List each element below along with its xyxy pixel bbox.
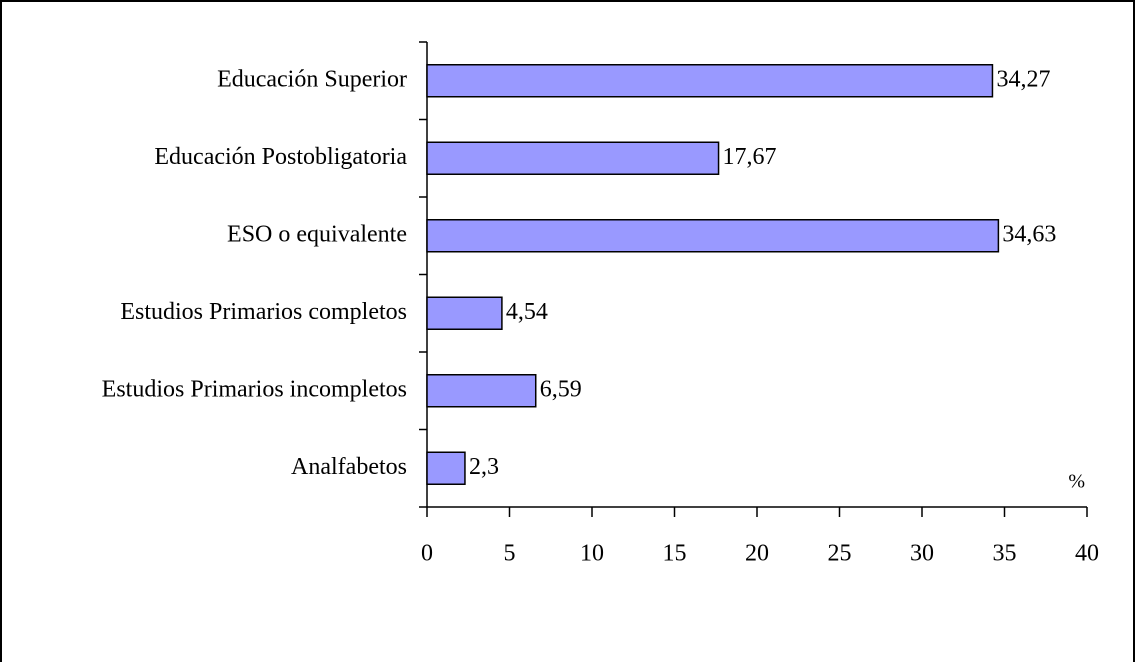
bar: [426, 374, 537, 408]
value-label: 34,63: [1002, 221, 1056, 247]
value-label: 34,27: [996, 66, 1050, 92]
bar: [426, 219, 1000, 253]
x-axis-unit: %: [1068, 471, 1085, 493]
y-tick-label: Analfabetos: [291, 454, 407, 480]
bar: [426, 141, 720, 175]
value-label: 2,3: [469, 454, 499, 480]
y-tick-label: ESO o equivalente: [227, 221, 407, 247]
value-label: 4,54: [506, 299, 548, 325]
value-label: 17,67: [723, 144, 777, 170]
x-tick-label: 35: [993, 541, 1017, 567]
y-tick-label: Estudios Primarios incompletos: [102, 376, 407, 402]
x-tick-label: 40: [1075, 541, 1099, 567]
x-tick-label: 10: [580, 541, 604, 567]
y-tick-label: Estudios Primarios completos: [120, 299, 407, 325]
y-tick-label: Educación Postobligatoria: [154, 144, 407, 170]
x-tick-label: 15: [663, 541, 687, 567]
value-label: 6,59: [540, 376, 582, 402]
y-tick-label: Educación Superior: [217, 66, 407, 92]
bar: [426, 451, 466, 485]
x-tick-label: 0: [421, 541, 433, 567]
bar: [426, 64, 994, 98]
x-tick-label: 5: [504, 541, 516, 567]
x-tick-label: 20: [745, 541, 769, 567]
x-tick-label: 25: [828, 541, 852, 567]
x-tick-label: 30: [910, 541, 934, 567]
bar: [426, 296, 503, 330]
